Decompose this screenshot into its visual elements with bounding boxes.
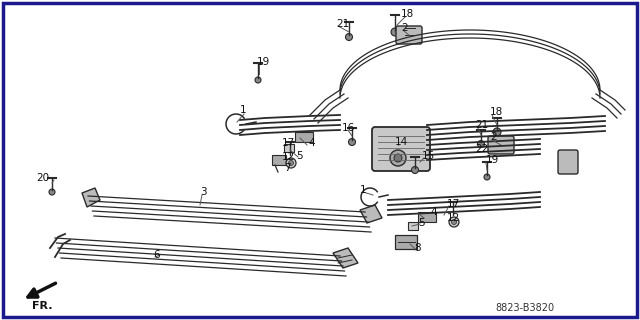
Text: 22: 22 [475, 144, 488, 154]
Text: 8823-B3820: 8823-B3820 [495, 303, 554, 313]
Circle shape [255, 77, 261, 83]
Circle shape [346, 34, 353, 41]
Text: 5: 5 [418, 218, 424, 228]
Text: 16: 16 [342, 123, 355, 133]
Text: 4: 4 [430, 207, 436, 217]
Text: 3: 3 [200, 187, 207, 197]
Circle shape [391, 28, 399, 36]
Polygon shape [333, 248, 358, 268]
Text: 19: 19 [257, 57, 270, 67]
Bar [395, 235, 417, 249]
Polygon shape [82, 188, 100, 207]
Text: 5: 5 [296, 151, 303, 161]
Circle shape [477, 140, 484, 148]
Text: 21: 21 [475, 120, 488, 130]
Text: 17: 17 [282, 138, 295, 148]
Circle shape [484, 174, 490, 180]
Text: 6: 6 [153, 250, 159, 260]
Circle shape [412, 166, 419, 173]
Circle shape [449, 217, 459, 227]
Circle shape [289, 161, 294, 165]
FancyBboxPatch shape [488, 136, 514, 154]
Polygon shape [360, 205, 382, 223]
Bar [272, 155, 286, 165]
FancyBboxPatch shape [396, 26, 422, 44]
Text: FR.: FR. [32, 301, 52, 311]
Circle shape [286, 158, 296, 168]
Text: 2: 2 [401, 23, 408, 33]
Text: 4: 4 [308, 138, 315, 148]
Text: 20: 20 [36, 173, 49, 183]
Bar [284, 144, 294, 152]
Text: 15: 15 [422, 151, 435, 161]
Circle shape [349, 139, 355, 146]
Text: 18: 18 [401, 9, 414, 19]
Bar [418, 212, 436, 222]
Bar [408, 222, 418, 230]
Circle shape [390, 150, 406, 166]
Text: 14: 14 [395, 137, 408, 147]
Circle shape [493, 128, 501, 136]
Text: 1: 1 [360, 185, 367, 195]
Text: 1: 1 [240, 105, 246, 115]
Text: 21: 21 [336, 19, 349, 29]
Text: 7: 7 [284, 163, 291, 173]
Text: 17: 17 [447, 199, 460, 209]
Circle shape [451, 220, 456, 225]
Text: 2: 2 [490, 132, 497, 142]
Text: 12: 12 [447, 213, 460, 223]
Circle shape [49, 189, 55, 195]
Text: 12: 12 [282, 152, 295, 162]
Bar [295, 132, 313, 142]
Text: 8: 8 [414, 243, 420, 253]
FancyBboxPatch shape [372, 127, 430, 171]
Text: 18: 18 [490, 107, 503, 117]
Text: 19: 19 [486, 155, 499, 165]
Circle shape [394, 154, 402, 162]
FancyBboxPatch shape [558, 150, 578, 174]
